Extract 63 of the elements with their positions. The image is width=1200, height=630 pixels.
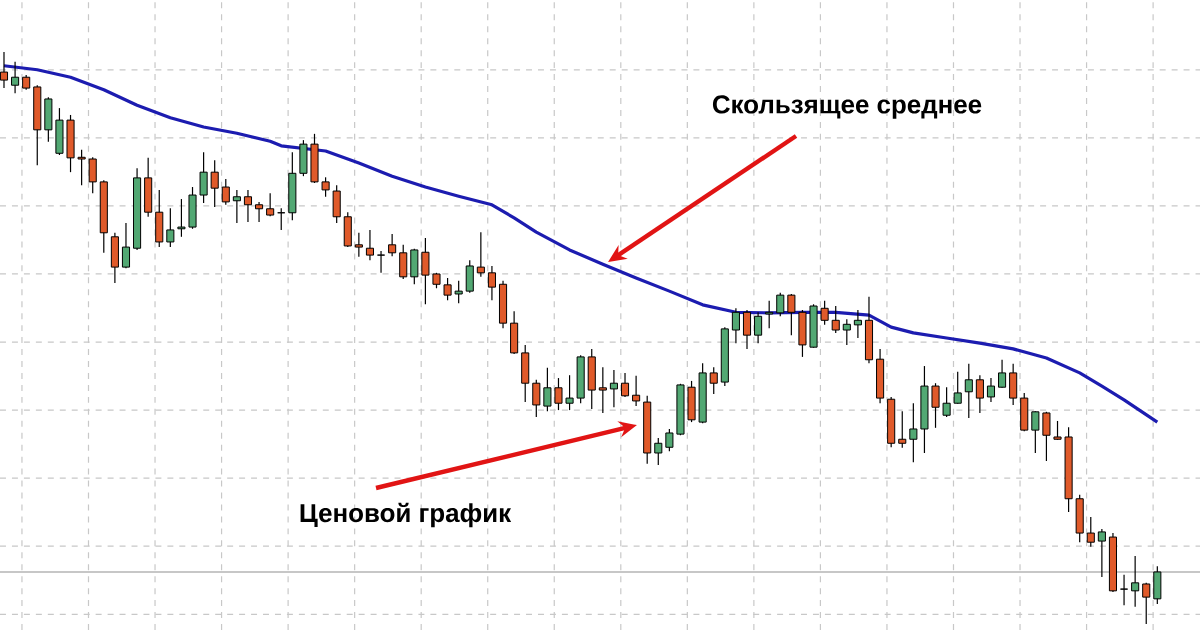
candlestick xyxy=(731,307,740,344)
candlestick xyxy=(77,149,86,186)
candlestick xyxy=(121,222,131,269)
candlestick xyxy=(365,229,374,261)
candlestick xyxy=(1131,555,1140,608)
candlestick xyxy=(620,372,630,398)
candlestick xyxy=(853,309,862,339)
candlestick xyxy=(376,250,386,274)
candlestick xyxy=(199,151,208,204)
candlestick xyxy=(1086,516,1095,548)
candlestick xyxy=(476,231,485,278)
candlestick xyxy=(443,277,452,301)
candlestick xyxy=(665,428,674,452)
candlestick xyxy=(742,309,752,350)
candlestick xyxy=(177,198,186,238)
candlestick xyxy=(765,300,774,329)
candlestick xyxy=(210,159,219,208)
candlestick xyxy=(931,382,940,429)
candlestick xyxy=(609,369,618,408)
candlestick xyxy=(1053,420,1062,441)
candlestick xyxy=(709,366,718,395)
annotation: Ценовой график xyxy=(300,502,512,528)
candlestick xyxy=(654,437,663,466)
candlestick xyxy=(632,375,641,407)
candlestick xyxy=(953,371,962,405)
annotation: Скользящее среднее xyxy=(712,95,982,119)
candlestick xyxy=(532,379,541,418)
candlestick xyxy=(1031,410,1040,454)
candlestick xyxy=(842,318,851,346)
candlestick xyxy=(543,367,552,412)
candlestick xyxy=(11,61,20,94)
candlestick xyxy=(776,292,785,317)
candlestick xyxy=(221,178,230,206)
candlestick xyxy=(232,189,241,224)
candlestick xyxy=(1097,528,1106,578)
candlestick xyxy=(898,410,907,449)
candlestick xyxy=(986,377,996,403)
candlestick xyxy=(1042,411,1051,462)
candlestick xyxy=(565,374,574,411)
candlestick xyxy=(88,156,97,194)
candlestick xyxy=(975,374,984,414)
candlestick xyxy=(487,265,496,301)
candlestick xyxy=(1120,574,1129,606)
candlestick xyxy=(942,386,951,418)
candlestick xyxy=(243,189,253,223)
candlestick xyxy=(388,233,397,257)
candlestick xyxy=(421,237,430,305)
candlestick xyxy=(255,201,264,223)
candlestick xyxy=(754,311,763,344)
candlestick xyxy=(554,377,563,411)
candlestick xyxy=(787,293,796,336)
candlestick xyxy=(831,305,840,334)
candlestick xyxy=(820,300,829,326)
candlestick xyxy=(354,232,363,258)
candlestick xyxy=(598,366,607,414)
candlestick xyxy=(909,402,918,463)
candlestick xyxy=(454,280,463,304)
candlestick xyxy=(998,359,1007,389)
candlestick xyxy=(1142,582,1151,625)
candlestick xyxy=(964,363,973,419)
candlestick xyxy=(166,207,175,248)
candlestick xyxy=(321,176,330,198)
candlestick xyxy=(0,51,9,89)
